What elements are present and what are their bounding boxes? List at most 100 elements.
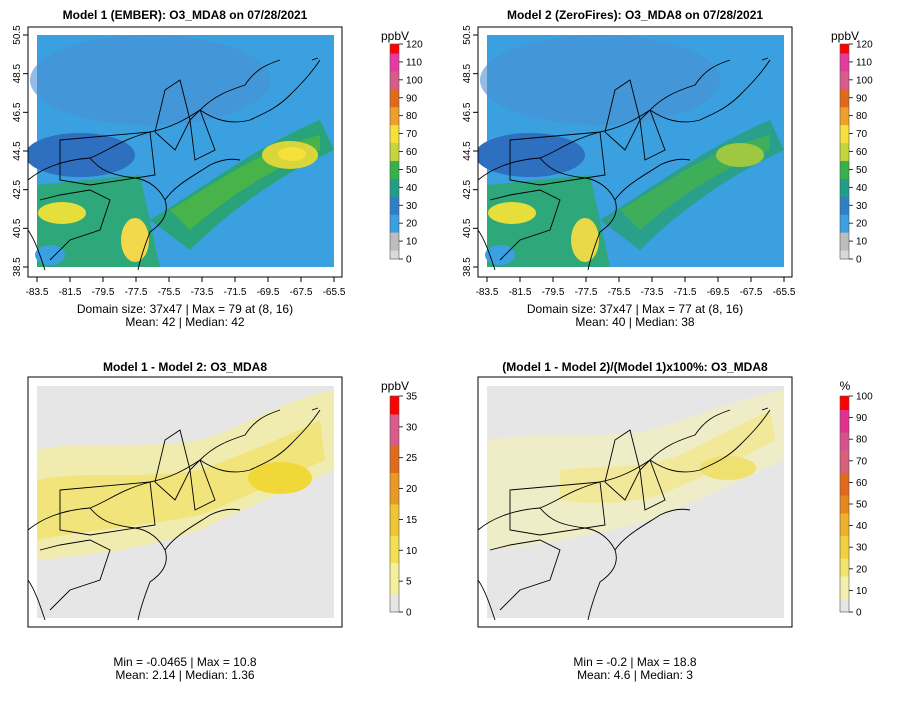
y-tick-label: 40.5: [462, 218, 473, 238]
colorbar-swatch: [840, 164, 849, 170]
colorbar-swatch: [390, 52, 399, 58]
colorbar-swatch: [390, 553, 399, 559]
colorbar-swatch: [390, 236, 399, 242]
colorbar-swatch: [390, 232, 399, 238]
colorbar-swatch: [390, 84, 399, 90]
colorbar-swatch: [390, 70, 399, 76]
colorbar-swatch: [390, 418, 399, 424]
field-max-plume: [248, 462, 312, 494]
colorbar-swatch: [840, 513, 849, 518]
field-max-plume: [700, 456, 756, 480]
colorbar-swatch: [390, 227, 399, 233]
colorbar-tick-label: 90: [856, 93, 868, 104]
colorbar-swatch: [390, 254, 399, 260]
field-mid-yellow: [37, 420, 325, 540]
field-mid-yellow: [560, 410, 775, 504]
y-tick-label: 48.5: [12, 63, 23, 83]
colorbar-swatch: [390, 120, 399, 126]
colorbar: 0 10 20 30 40 50 60 70 80 90 100: [839, 392, 873, 619]
colorbar-swatch: [840, 66, 849, 72]
colorbar-swatch: [390, 567, 399, 572]
colorbar-tick-label: 30: [856, 201, 868, 212]
panel-difference: Model 1 - Model 2: O3_MDA8 0 5 10 15 20 25 30 3…: [27, 360, 418, 682]
colorbar-swatch: [840, 70, 849, 76]
colorbar-tick-label: 30: [406, 422, 418, 433]
coastline-map: [28, 407, 321, 621]
colorbar-swatch: [840, 517, 849, 523]
colorbar-swatch: [390, 214, 399, 220]
colorbar: 0 10 20 30 40 50 60 70 80 90 100 110 120: [839, 40, 873, 266]
colorbar-tick-label: 40: [856, 521, 868, 532]
colorbar-swatch: [390, 223, 399, 229]
colorbar-swatch: [840, 115, 849, 121]
colorbar-tick-label: 60: [406, 147, 418, 158]
field-low-north: [480, 35, 720, 125]
colorbar-tick-label: 100: [406, 75, 423, 86]
caption-line-1: Min = -0.0465 | Max = 10.8: [113, 655, 257, 669]
colorbar-swatch: [390, 459, 399, 464]
colorbar-swatch: [840, 57, 849, 63]
colorbar-swatch: [840, 97, 849, 103]
caption-line-1: Domain size: 37x47 | Max = 79 at (8, 16): [77, 302, 293, 316]
panel-title: Model 1 - Model 2: O3_MDA8: [103, 360, 267, 374]
colorbar-swatch: [840, 396, 849, 401]
y-axis: 38.5 40.5 42.5 44.5 46.5 48.5 50.5: [462, 25, 478, 277]
colorbar-swatch: [390, 441, 399, 446]
x-tick-label: -79.5: [542, 287, 565, 298]
colorbar-unit: %: [840, 379, 851, 393]
colorbar-swatch: [390, 160, 399, 166]
x-tick-label: -67.5: [290, 287, 313, 298]
colorbar-tick-label: 120: [406, 40, 423, 51]
y-tick-label: 50.5: [12, 25, 23, 45]
colorbar-swatch: [390, 138, 399, 144]
colorbar-swatch: [840, 504, 849, 509]
colorbar-swatch: [390, 173, 399, 179]
x-tick-label: -69.5: [707, 287, 730, 298]
colorbar-swatch: [390, 486, 399, 491]
colorbar-swatch: [390, 508, 399, 514]
x-tick-label: -81.5: [509, 287, 532, 298]
field-hot-plume: [716, 143, 764, 167]
colorbar-swatch: [840, 61, 849, 67]
colorbar-swatch: [840, 88, 849, 94]
colorbar-swatch: [840, 535, 849, 541]
colorbar-swatch: [390, 432, 399, 437]
colorbar-tick-label: 35: [406, 392, 418, 403]
colorbar-swatch: [840, 200, 849, 206]
panel-title: Model 2 (ZeroFires): O3_MDA8 on 07/28/20…: [507, 8, 763, 22]
colorbar-swatch: [390, 191, 399, 197]
colorbar-tick-label: 0: [406, 608, 412, 619]
colorbar-swatch: [390, 106, 399, 112]
colorbar-swatch: [840, 75, 849, 81]
colorbar-tick-label: 50: [406, 165, 418, 176]
colorbar: 0 5 10 15 20 25 30 35: [389, 392, 418, 619]
colorbar-swatch: [390, 196, 399, 202]
colorbar-swatch: [840, 44, 849, 49]
heatmap-field: [28, 27, 342, 277]
colorbar-swatch: [840, 254, 849, 260]
colorbar-swatch: [840, 124, 849, 130]
y-tick-label: 40.5: [12, 218, 23, 238]
colorbar-tick-label: 80: [856, 435, 868, 446]
colorbar-swatch: [840, 209, 849, 215]
colorbar-swatch: [390, 576, 399, 581]
colorbar-tick-label: 0: [856, 608, 862, 619]
colorbar-swatch: [390, 445, 399, 451]
colorbar-swatch: [840, 549, 849, 554]
colorbar-swatch: [390, 589, 399, 595]
colorbar-swatch: [840, 486, 849, 491]
colorbar-swatch: [840, 218, 849, 224]
heatmap-field: [478, 27, 792, 277]
y-tick-label: 44.5: [462, 141, 473, 161]
colorbar-swatch: [390, 522, 399, 527]
panel-percent-difference: (Model 1 - Model 2)/(Model 1)x100%: O3_M…: [477, 360, 873, 682]
colorbar-swatch: [840, 151, 849, 157]
colorbar-swatch: [840, 423, 849, 428]
colorbar-swatch: [390, 129, 399, 135]
colorbar-tick-label: 20: [856, 564, 868, 575]
colorbar-swatch: [840, 106, 849, 112]
colorbar-swatch: [390, 603, 399, 608]
x-tick-label: -71.5: [674, 287, 697, 298]
colorbar-swatch: [390, 526, 399, 532]
colorbar-tick-label: 30: [856, 543, 868, 554]
